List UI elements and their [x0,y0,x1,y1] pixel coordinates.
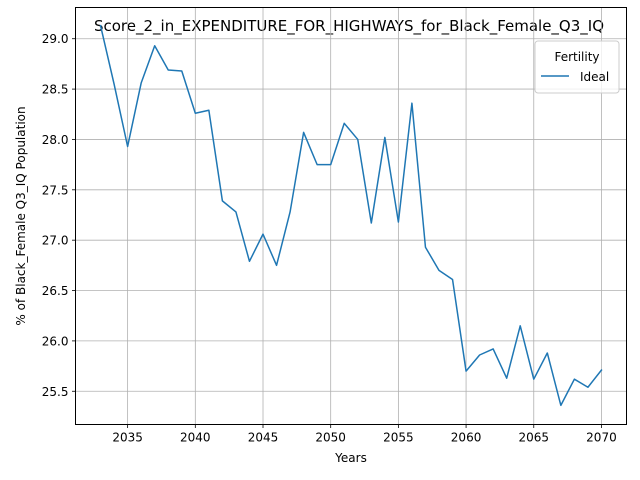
y-tick-label: 26.5 [42,284,69,298]
y-axis-label: % of Black_Female Q3_IQ Population [14,106,28,325]
plot-frame [75,7,627,425]
x-tick-label: 2035 [112,431,143,445]
x-tick-label: 2040 [180,431,211,445]
x-tick-label: 2070 [586,431,617,445]
y-tick-label: 28.0 [42,133,69,147]
y-tick-label: 25.5 [42,385,69,399]
legend-label-ideal: Ideal [580,70,609,84]
x-tick-label: 2045 [248,431,279,445]
y-tick-label: 26.0 [42,334,69,348]
y-tick-label: 29.0 [42,32,69,46]
series-layer [99,24,603,407]
chart-title: Score_2_in_EXPENDITURE_FOR_HIGHWAYS_for_… [94,17,604,36]
y-tick-label: 27.5 [42,183,69,197]
legend-title: Fertility [554,50,599,64]
legend: Fertility Ideal [534,40,620,94]
x-tick-label: 2065 [518,431,549,445]
x-tick-label: 2060 [451,431,482,445]
x-axis-ticks: 2035 2040 2045 2050 2055 2060 2065 2070 [112,424,617,445]
y-tick-label: 28.5 [42,83,69,97]
y-tick-label: 27.0 [42,234,69,248]
x-tick-label: 2050 [315,431,346,445]
y-axis-ticks: 25.5 26.0 26.5 27.0 27.5 28.0 28.5 29.0 [42,32,76,399]
legend-box [534,40,620,94]
series-line-ideal [99,24,603,407]
x-axis-label: Years [334,451,367,465]
x-tick-label: 2055 [383,431,414,445]
